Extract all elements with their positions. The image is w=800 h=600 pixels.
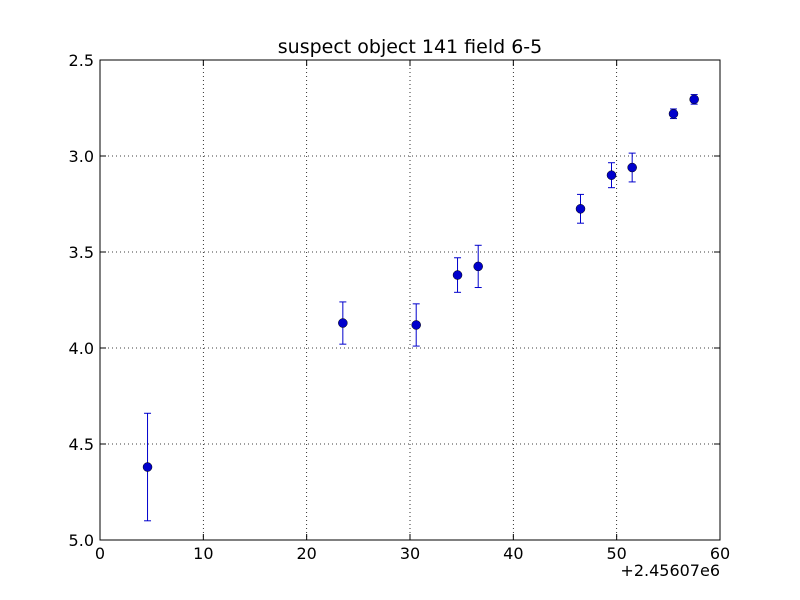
x-offset-label: +2.45607e6 — [620, 561, 720, 580]
x-tick-label: 60 — [710, 544, 730, 563]
data-point — [473, 261, 483, 272]
data-point — [668, 109, 679, 119]
data-point — [142, 462, 153, 472]
y-tick-label: 2.5 — [69, 51, 94, 70]
x-tick-label: 30 — [400, 544, 420, 563]
grid-layer — [100, 60, 720, 540]
y-tick-label: 4.5 — [69, 435, 94, 454]
data-point — [411, 320, 421, 330]
x-tick-label: 10 — [193, 544, 213, 563]
x-tick-label: 40 — [503, 544, 523, 563]
y-tick-label: 5.0 — [69, 531, 94, 550]
x-tick-label: 20 — [296, 544, 316, 563]
data-point — [452, 270, 463, 280]
chart-title: suspect object 141 field 6-5 — [278, 36, 543, 58]
tick-layer: 0 10 20 30 40 50 60 2.5 3.0 3.5 4.0 4.5 5.0 — [69, 51, 731, 563]
y-tick-label: 4.0 — [69, 339, 94, 358]
x-tick-label: 0 — [95, 544, 105, 563]
data-point — [606, 170, 617, 180]
data-point — [689, 94, 699, 105]
data-point — [627, 162, 637, 173]
data-point — [575, 204, 586, 214]
data-point — [338, 318, 348, 328]
y-tick-label: 3.0 — [69, 147, 94, 166]
y-tick-label: 3.5 — [69, 243, 94, 262]
data-layer — [142, 94, 699, 522]
x-tick-label: 50 — [606, 544, 626, 563]
